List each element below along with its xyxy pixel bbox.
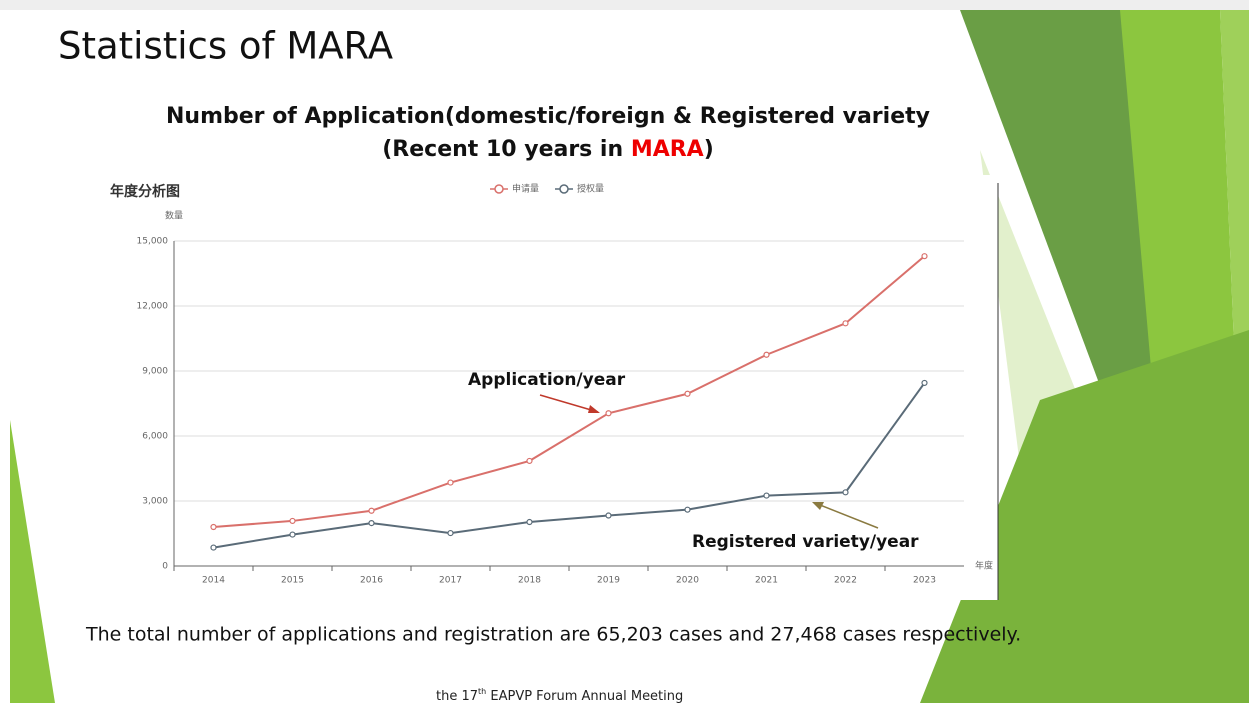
point <box>684 506 691 513</box>
point <box>526 518 533 526</box>
heading: (Recent 10 years in MARA) <box>382 137 714 162</box>
point <box>921 253 928 260</box>
point <box>684 390 691 397</box>
plot: 0 3,000 6,000 9,000 12,000 15,000 2014 2015 2016… <box>137 183 964 586</box>
x-tick-label: 2022 <box>834 576 857 586</box>
annotation: Application/year <box>468 370 626 390</box>
x-tick-label: 2023 <box>913 576 936 586</box>
y-tick-label: 12,000 <box>137 302 169 312</box>
heading-part: ) <box>704 137 714 162</box>
legend-marker <box>559 184 569 194</box>
x-tick-label: 2014 <box>202 576 225 586</box>
heading: Number of Application(domestic/foreign &… <box>166 104 930 129</box>
arrow <box>814 502 879 529</box>
legend-marker <box>494 184 504 194</box>
arrow-head <box>588 405 600 413</box>
footer-sup: th <box>478 687 486 696</box>
y-tick-label: 0 <box>162 562 168 572</box>
footer-part: EAPVP Forum Annual Meeting <box>486 689 683 703</box>
legend-label: 申请量 <box>512 183 539 195</box>
arrow-head <box>812 502 824 510</box>
x-tick-label: 2017 <box>439 576 462 586</box>
heading-part: (Recent 10 years in <box>382 137 631 162</box>
point <box>842 489 849 496</box>
annotation: Registered variety/year <box>692 532 919 552</box>
x-tick-label: 2019 <box>597 576 620 586</box>
point <box>763 351 770 358</box>
point <box>210 544 217 551</box>
x-tick-label: 2015 <box>281 576 304 586</box>
x-tick-label: 2016 <box>360 576 383 586</box>
point <box>921 379 928 387</box>
point <box>289 517 296 525</box>
point <box>605 512 612 519</box>
legend-label: 授权量 <box>577 183 604 195</box>
y-axis-label: 数量 <box>165 210 183 222</box>
decor <box>920 330 1249 703</box>
x-tick-label: 2018 <box>518 576 541 586</box>
footer: the 17th EAPVP Forum Annual Meeting <box>436 687 683 703</box>
point <box>368 519 375 527</box>
point <box>447 529 454 537</box>
point <box>763 492 770 499</box>
point <box>447 479 454 486</box>
summary: The total number of applications and reg… <box>85 624 1021 646</box>
y-tick-label: 6,000 <box>142 432 168 442</box>
chart-title: 年度分析图 <box>110 183 180 200</box>
y-tick-label: 9,000 <box>142 367 168 377</box>
heading-highlight: MARA <box>631 137 704 162</box>
series-line <box>213 255 926 528</box>
footer-part: the 17 <box>436 689 478 703</box>
y-tick-label: 15,000 <box>137 237 169 247</box>
point <box>210 523 217 531</box>
x-tick-label: 2021 <box>755 576 778 586</box>
series-line <box>213 382 926 549</box>
point <box>526 457 533 465</box>
point <box>842 320 849 327</box>
decor <box>10 420 55 703</box>
y-tick-label: 3,000 <box>142 497 168 507</box>
top-bar <box>0 0 1249 10</box>
point <box>368 507 375 514</box>
chart-box <box>100 175 998 600</box>
point <box>605 410 612 417</box>
x-axis-label: 年度 <box>975 560 993 572</box>
slide-title: Statistics of MARA <box>58 25 393 68</box>
x-tick-label: 2020 <box>676 576 699 586</box>
point <box>289 531 296 538</box>
arrow <box>539 394 599 413</box>
